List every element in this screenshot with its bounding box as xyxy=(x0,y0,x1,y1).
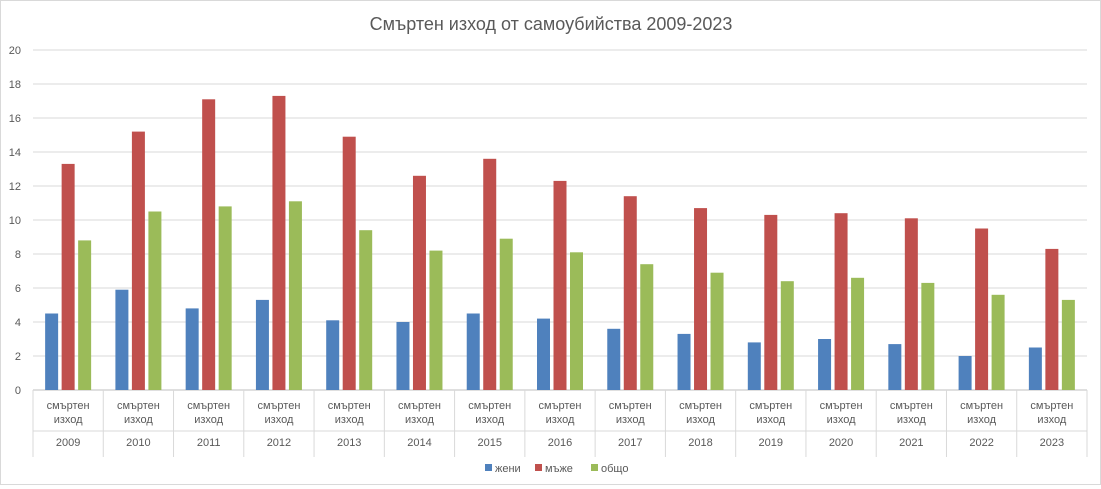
legend-label: общо xyxy=(601,463,628,475)
bar xyxy=(45,313,59,390)
bar xyxy=(131,131,145,390)
bar xyxy=(61,163,75,390)
bar xyxy=(570,252,583,390)
x-group-label: 2020 xyxy=(829,437,853,449)
x-tick-label: смъртен изход xyxy=(679,400,722,426)
y-tick-label: 10 xyxy=(9,215,21,227)
bar xyxy=(834,213,848,390)
legend: жени мъже общо xyxy=(485,463,628,475)
x-group-label: 2023 xyxy=(1040,437,1064,449)
bar xyxy=(851,277,865,390)
y-tick-label: 8 xyxy=(15,249,21,261)
bar xyxy=(991,294,1005,390)
bar xyxy=(499,238,513,390)
x-group-label: 2014 xyxy=(407,437,431,449)
y-axis-ticks: 0 2 4 6 8 10 12 14 16 18 20 xyxy=(9,45,21,397)
bars xyxy=(45,95,1075,391)
bar xyxy=(359,230,373,390)
x-group-label: 2018 xyxy=(688,437,712,449)
bar xyxy=(764,214,778,390)
bar xyxy=(677,333,691,390)
legend-swatch xyxy=(535,464,542,471)
bar xyxy=(272,95,286,391)
bar xyxy=(342,136,356,390)
x-tick-label: смъртен изход xyxy=(328,400,371,426)
y-tick-label: 14 xyxy=(9,147,21,159)
y-tick-label: 20 xyxy=(9,45,21,57)
x-tick-label: смъртен изход xyxy=(539,400,582,426)
bar xyxy=(537,318,550,390)
x-group-label: 2013 xyxy=(337,437,361,449)
y-tick-label: 2 xyxy=(15,351,21,363)
bar xyxy=(921,282,935,390)
bar xyxy=(429,250,443,390)
x-group-label: 2022 xyxy=(969,437,993,449)
x-tick-label: смъртен изход xyxy=(187,400,230,426)
x-group-label: 2016 xyxy=(548,437,572,449)
bar xyxy=(888,344,902,390)
chart-title: Смъртен изход от самоубийства 2009-2023 xyxy=(370,14,733,34)
bar xyxy=(185,308,199,390)
legend-label: мъже xyxy=(545,463,573,475)
bar xyxy=(326,320,340,390)
bar xyxy=(218,206,232,390)
bar xyxy=(148,211,162,390)
y-tick-label: 16 xyxy=(9,113,21,125)
x-axis: смъртен изход 2009 смъртен изход 2010 смъртен и… xyxy=(32,390,1088,457)
x-tick-label: смъртен изход xyxy=(398,400,441,426)
x-group-label: 2011 xyxy=(197,437,221,449)
bar xyxy=(202,99,216,391)
x-tick-label: смъртен изход xyxy=(820,400,863,426)
bar xyxy=(553,180,567,390)
x-tick-label: смъртен изход xyxy=(257,400,300,426)
bar xyxy=(904,218,918,390)
x-tick-label: смъртен изход xyxy=(468,400,511,426)
bar xyxy=(640,264,654,390)
x-group-label: 2012 xyxy=(267,437,291,449)
y-tick-label: 18 xyxy=(9,79,21,91)
bar xyxy=(288,201,302,390)
bar xyxy=(710,272,724,390)
bar xyxy=(818,339,832,390)
x-group-label: 2021 xyxy=(899,437,923,449)
bar xyxy=(412,175,426,390)
bar xyxy=(466,313,480,390)
bar xyxy=(780,281,794,390)
x-group-label: 2010 xyxy=(126,437,150,449)
y-tick-label: 4 xyxy=(15,317,21,329)
bar xyxy=(1061,299,1075,390)
bar xyxy=(78,240,92,390)
bar xyxy=(396,322,410,390)
x-tick-label: смъртен изход xyxy=(890,400,933,426)
x-tick-label: смъртен изход xyxy=(117,400,160,426)
bar xyxy=(115,289,129,390)
bar xyxy=(694,208,708,390)
x-tick-label: смъртен изход xyxy=(609,400,652,426)
bar xyxy=(623,196,637,390)
bar xyxy=(1028,347,1042,390)
x-tick-label: смъртен изход xyxy=(960,400,1003,426)
legend-label: жени xyxy=(495,463,521,475)
bar xyxy=(975,228,989,390)
bar xyxy=(747,342,761,390)
x-group-label: 2019 xyxy=(759,437,783,449)
x-group-label: 2009 xyxy=(56,437,80,449)
x-group-label: 2015 xyxy=(477,437,501,449)
bar xyxy=(255,299,269,390)
bar xyxy=(958,356,972,390)
y-tick-label: 6 xyxy=(15,283,21,295)
bar xyxy=(607,328,621,390)
x-tick-label: смъртен изход xyxy=(749,400,792,426)
legend-swatch xyxy=(591,464,598,471)
x-tick-label: смъртен изход xyxy=(47,400,90,426)
bar xyxy=(483,158,497,390)
y-tick-label: 0 xyxy=(15,385,21,397)
bar xyxy=(1045,248,1059,390)
x-group-label: 2017 xyxy=(618,437,642,449)
x-tick-label: смъртен изход xyxy=(1030,400,1073,426)
y-tick-label: 12 xyxy=(9,181,21,193)
legend-swatch xyxy=(485,464,492,471)
